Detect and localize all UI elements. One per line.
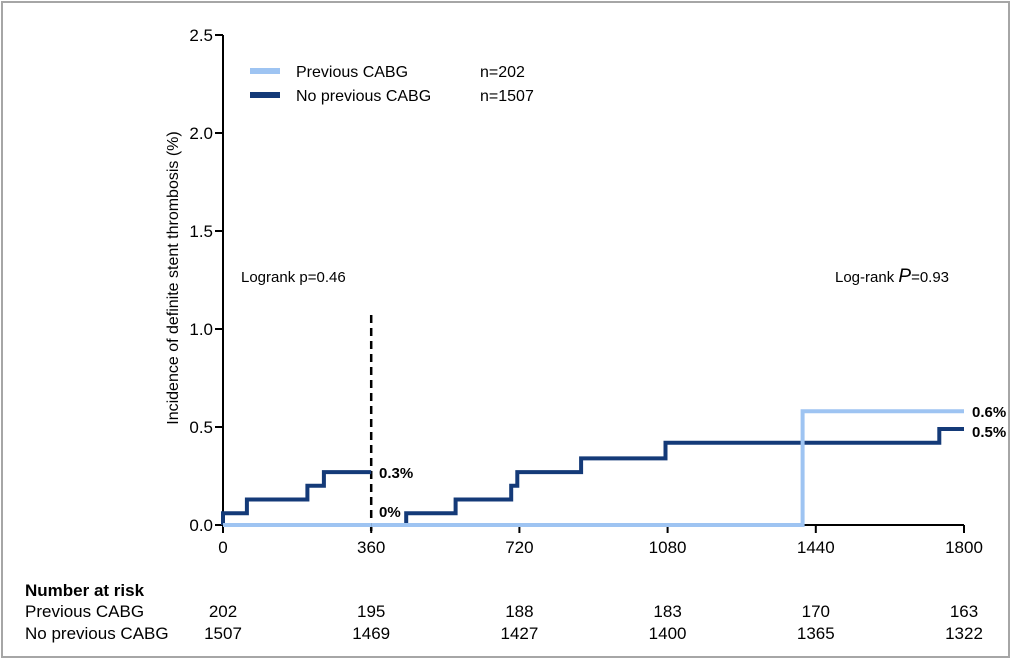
- legend-n-no-previous-cabg: n=1507: [480, 88, 534, 105]
- legend: Previous CABG n=202 No previous CABG n=1…: [250, 64, 534, 105]
- y-tick-label: 2.5: [189, 26, 213, 45]
- end-labels: 0.3% 0% 0.6% 0.5%: [379, 404, 1006, 521]
- annotation-right-prefix: Log-rank: [835, 269, 898, 286]
- y-tick-label: 1.0: [189, 320, 213, 339]
- risk-table: Number at risk Previous CABG No previous…: [25, 581, 983, 643]
- y-tick-label: 0.5: [189, 418, 213, 437]
- x-tick-label: 360: [357, 538, 385, 557]
- y-tick-label: 0.0: [189, 516, 213, 535]
- series-line-no-previous-cabg-segment-1: [404, 427, 964, 525]
- risk-value: 1365: [797, 624, 835, 643]
- axes: 0.0 0.5 1.0 1.5 2.0 2.5 0 360 720 1080 1440 1800: [189, 26, 983, 557]
- risk-table-title: Number at risk: [25, 581, 145, 600]
- risk-row-label-no-previous-cabg: No previous CABG: [25, 624, 169, 643]
- y-tick-label: 1.5: [189, 222, 213, 241]
- x-tick-label: 1800: [945, 538, 983, 557]
- risk-value: 1427: [500, 624, 538, 643]
- risk-value: 188: [505, 602, 533, 621]
- end-label-prev-final: 0.6%: [972, 404, 1006, 421]
- risk-value: 1400: [649, 624, 687, 643]
- y-axis-label: Incidence of definite stent thrombosis (…: [165, 131, 182, 424]
- risk-value: 183: [653, 602, 681, 621]
- x-tick-label: 0: [218, 538, 227, 557]
- x-tick-label: 1080: [649, 538, 687, 557]
- end-label-no-prev-landmark: 0.3%: [379, 465, 413, 482]
- annotation-left-logrank: Logrank p=0.46: [241, 269, 346, 286]
- series-line-no-previous-cabg-segment-0: [221, 470, 372, 525]
- x-tick-label: 1440: [797, 538, 835, 557]
- series-line-previous-cabg-segment-1: [371, 409, 964, 527]
- end-label-no-prev-final: 0.5%: [972, 424, 1006, 441]
- risk-value: 202: [209, 602, 237, 621]
- series-layer: [221, 409, 964, 527]
- legend-n-previous-cabg: n=202: [480, 64, 525, 81]
- y-tick-label: 2.0: [189, 124, 213, 143]
- annotation-right-p: P: [898, 266, 911, 287]
- annotation-right-suffix: =0.93: [911, 269, 949, 286]
- risk-value: 1469: [352, 624, 390, 643]
- legend-label-no-previous-cabg: No previous CABG: [296, 88, 431, 105]
- x-tick-label: 720: [505, 538, 533, 557]
- risk-values: 202 195 188 183 170 163 1507 1469 1427 1400 1365 13…: [204, 602, 983, 643]
- risk-value: 1507: [204, 624, 242, 643]
- risk-row-label-previous-cabg: Previous CABG: [25, 602, 144, 621]
- risk-value: 195: [357, 602, 385, 621]
- end-label-prev-landmark: 0%: [379, 504, 401, 521]
- legend-label-previous-cabg: Previous CABG: [296, 64, 408, 81]
- risk-value: 170: [802, 602, 830, 621]
- risk-value: 1322: [945, 624, 983, 643]
- annotation-right-logrank: Log-rank P=0.93: [835, 266, 949, 287]
- risk-value: 163: [950, 602, 978, 621]
